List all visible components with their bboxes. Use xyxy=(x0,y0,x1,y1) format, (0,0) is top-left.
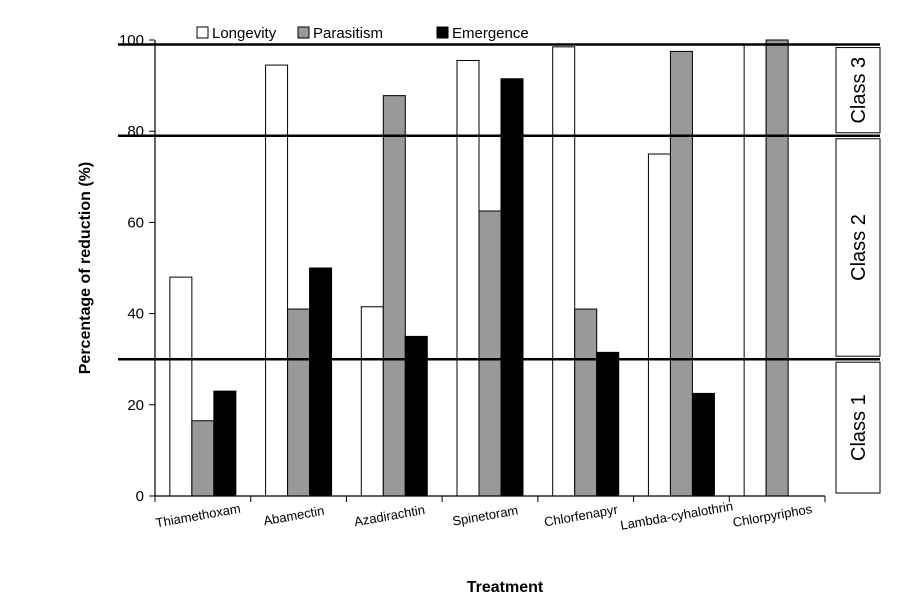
bar-parasitism xyxy=(574,308,598,497)
y-tick-label: 40 xyxy=(127,306,144,323)
bar-longevity xyxy=(169,276,193,497)
legend-swatch-longevity xyxy=(196,26,209,39)
bar-parasitism xyxy=(382,95,406,497)
bar-parasitism xyxy=(765,39,789,497)
bars xyxy=(169,39,789,497)
class-box xyxy=(835,361,881,494)
bar-emergence xyxy=(691,392,715,497)
legend-swatch-parasitism xyxy=(297,26,310,39)
bar-emergence xyxy=(500,78,524,497)
bar-parasitism xyxy=(669,50,693,497)
legend-label-longevity: Longevity xyxy=(212,25,277,42)
y-tick-label: 0 xyxy=(136,488,144,505)
x-tick-label: Thiamethoxam xyxy=(154,501,241,531)
legend: Longevity Parasitism Emergence xyxy=(196,25,529,42)
y-axis-title: Percentage of reduction (%) xyxy=(77,162,94,374)
x-tick-label: Azadirachtin xyxy=(353,502,426,529)
x-tick-label: Lambda-cyhalothrin xyxy=(619,498,734,533)
bar-longevity xyxy=(360,306,384,497)
y-tick-label: 80 xyxy=(127,123,144,140)
class-label: Class 1 xyxy=(848,394,870,461)
bar-emergence xyxy=(596,351,620,497)
x-tick-label: Abamectin xyxy=(262,503,325,528)
class-box xyxy=(835,138,881,357)
x-axis-title: Treatment xyxy=(467,579,544,596)
y-tick-label: 100 xyxy=(119,32,144,49)
bar-longevity xyxy=(647,153,671,497)
bar-longevity xyxy=(552,46,576,497)
x-tick-label: Chlorpyriphos xyxy=(732,501,814,530)
bar-emergence xyxy=(309,267,333,497)
y-tick-label: 60 xyxy=(127,214,144,231)
bar-parasitism xyxy=(478,210,502,497)
class-label: Class 2 xyxy=(848,214,870,281)
legend-label-parasitism: Parasitism xyxy=(313,25,383,42)
bar-longevity xyxy=(265,64,289,497)
bar-longevity xyxy=(456,60,480,497)
bar-emergence xyxy=(213,390,237,497)
class-label: Class 3 xyxy=(848,57,870,124)
legend-swatch-emergence xyxy=(436,26,449,39)
bar-parasitism xyxy=(287,308,311,497)
threshold-lines xyxy=(118,43,880,361)
legend-label-emergence: Emergence xyxy=(452,25,529,42)
class-box xyxy=(835,47,881,134)
x-tick-label: Chlorfenapyr xyxy=(543,502,620,530)
class-boxes: Class 1 Class 2 Class 3 xyxy=(835,47,881,494)
bar-longevity xyxy=(743,44,767,497)
y-tick-label: 20 xyxy=(127,397,144,414)
x-tick-label: Spinetoram xyxy=(451,502,519,528)
bar-parasitism xyxy=(191,420,215,497)
